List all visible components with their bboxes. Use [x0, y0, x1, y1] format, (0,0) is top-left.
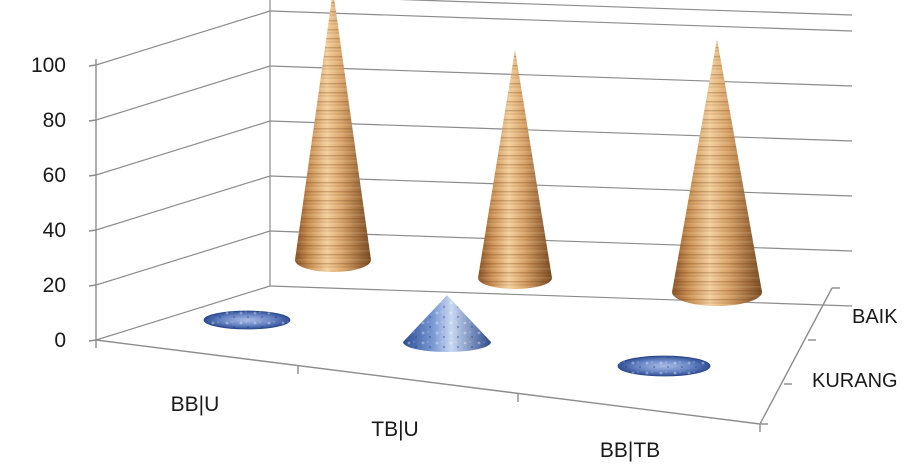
- cone-mark: [617, 355, 711, 377]
- y-tick-label: 0: [54, 329, 66, 352]
- cone-texture: [295, 0, 371, 272]
- side-gridline: [95, 175, 271, 231]
- labels-layer: 0 20 40 60 80 100 BB|U TB|U BB|TB BAIK KURANG: [31, 54, 898, 462]
- category-label: BB|TB: [600, 439, 660, 462]
- y-tick-mark: [88, 339, 97, 342]
- back-gridline: [269, 285, 853, 307]
- cone-texture: [478, 49, 552, 289]
- marks-layer: [203, 0, 762, 377]
- y-tick-mark: [88, 119, 97, 122]
- cone-mark: [403, 295, 491, 352]
- grid-layer: [95, 0, 853, 341]
- y-tick-label: 80: [43, 109, 66, 132]
- back-gridline: [269, 65, 853, 87]
- axis-layer: [88, 59, 840, 432]
- category-label: TB|U: [371, 418, 418, 441]
- cone-mark: [478, 49, 552, 289]
- depth-axis-line: [759, 287, 833, 425]
- back-top-edge: [398, 0, 853, 16]
- y-tick-label: 60: [43, 164, 66, 187]
- y-tick-label: 20: [43, 274, 66, 297]
- depth-label: BAIK: [852, 306, 898, 328]
- cone-mark: [203, 310, 291, 330]
- side-gridline: [95, 10, 271, 66]
- back-gridline: [269, 175, 853, 197]
- back-gridline: [269, 10, 853, 32]
- cone-mark: [672, 39, 762, 306]
- cone-mark: [295, 0, 371, 272]
- side-gridline: [95, 230, 271, 286]
- side-gridline: [95, 65, 271, 121]
- y-tick-mark: [88, 64, 97, 67]
- x-axis-line: [95, 339, 761, 425]
- side-gridline: [95, 120, 271, 176]
- cone-texture: [618, 356, 710, 376]
- y-tick-mark: [88, 284, 97, 287]
- side-gridline: [95, 285, 271, 341]
- y-tick-label: 40: [43, 219, 66, 242]
- back-gridline: [269, 120, 853, 142]
- depth-label: KURANG: [812, 370, 898, 392]
- category-label: BB|U: [171, 393, 220, 416]
- cone-texture: [672, 39, 762, 306]
- cone-texture: [204, 311, 290, 329]
- cone-texture: [403, 295, 491, 352]
- y-tick-mark: [88, 229, 97, 232]
- y-tick-label: 100: [31, 54, 66, 77]
- y-tick-mark: [88, 174, 97, 177]
